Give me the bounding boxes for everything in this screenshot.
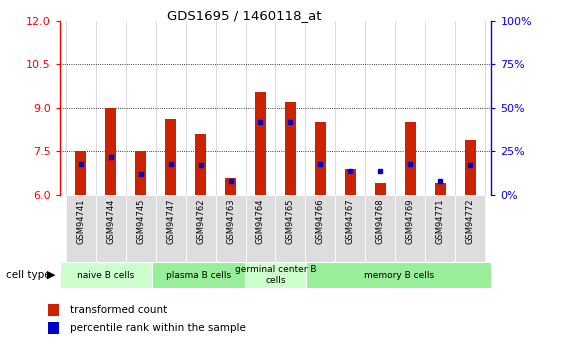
Text: GDS1695 / 1460118_at: GDS1695 / 1460118_at: [167, 9, 321, 22]
Text: GSM94744: GSM94744: [106, 198, 115, 244]
Bar: [306, 262, 491, 288]
Text: transformed count: transformed count: [70, 305, 167, 315]
Bar: [105, 108, 116, 195]
Text: memory B cells: memory B cells: [364, 270, 434, 280]
Text: GSM94771: GSM94771: [436, 198, 445, 244]
Text: GSM94745: GSM94745: [136, 198, 145, 244]
Text: cell type: cell type: [6, 270, 51, 280]
Bar: [245, 262, 306, 288]
Bar: [48, 322, 59, 334]
Bar: [76, 151, 86, 195]
Text: naive B cells: naive B cells: [77, 270, 135, 280]
Text: GSM94769: GSM94769: [406, 198, 415, 244]
Text: plasma B cells: plasma B cells: [166, 270, 231, 280]
Text: percentile rank within the sample: percentile rank within the sample: [70, 323, 246, 333]
Bar: [66, 195, 95, 264]
Bar: [375, 183, 386, 195]
Text: germinal center B
cells: germinal center B cells: [235, 265, 316, 285]
Bar: [336, 195, 365, 264]
Text: GSM94772: GSM94772: [466, 198, 475, 244]
Bar: [245, 195, 275, 264]
Bar: [186, 195, 215, 264]
Text: GSM94765: GSM94765: [286, 198, 295, 244]
Bar: [156, 195, 186, 264]
Text: GSM94763: GSM94763: [226, 198, 235, 244]
Bar: [48, 304, 59, 316]
Bar: [465, 140, 475, 195]
Text: ▶: ▶: [47, 270, 56, 280]
Bar: [126, 195, 156, 264]
Bar: [456, 195, 485, 264]
Bar: [425, 195, 456, 264]
Text: GSM94766: GSM94766: [316, 198, 325, 244]
Bar: [435, 183, 446, 195]
Bar: [315, 122, 325, 195]
Text: GSM94764: GSM94764: [256, 198, 265, 244]
Text: GSM94741: GSM94741: [76, 198, 85, 244]
Text: GSM94768: GSM94768: [376, 198, 385, 244]
Bar: [285, 102, 296, 195]
Bar: [306, 195, 336, 264]
Bar: [405, 122, 416, 195]
Bar: [152, 262, 245, 288]
Text: GSM94767: GSM94767: [346, 198, 355, 244]
Text: GSM94747: GSM94747: [166, 198, 175, 244]
Bar: [195, 134, 206, 195]
Bar: [255, 92, 266, 195]
Bar: [215, 195, 245, 264]
Bar: [60, 262, 152, 288]
Bar: [365, 195, 395, 264]
Bar: [345, 169, 356, 195]
Bar: [135, 151, 146, 195]
Bar: [395, 195, 425, 264]
Bar: [95, 195, 126, 264]
Text: GSM94762: GSM94762: [196, 198, 205, 244]
Bar: [275, 195, 306, 264]
Bar: [165, 119, 176, 195]
Bar: [225, 178, 236, 195]
